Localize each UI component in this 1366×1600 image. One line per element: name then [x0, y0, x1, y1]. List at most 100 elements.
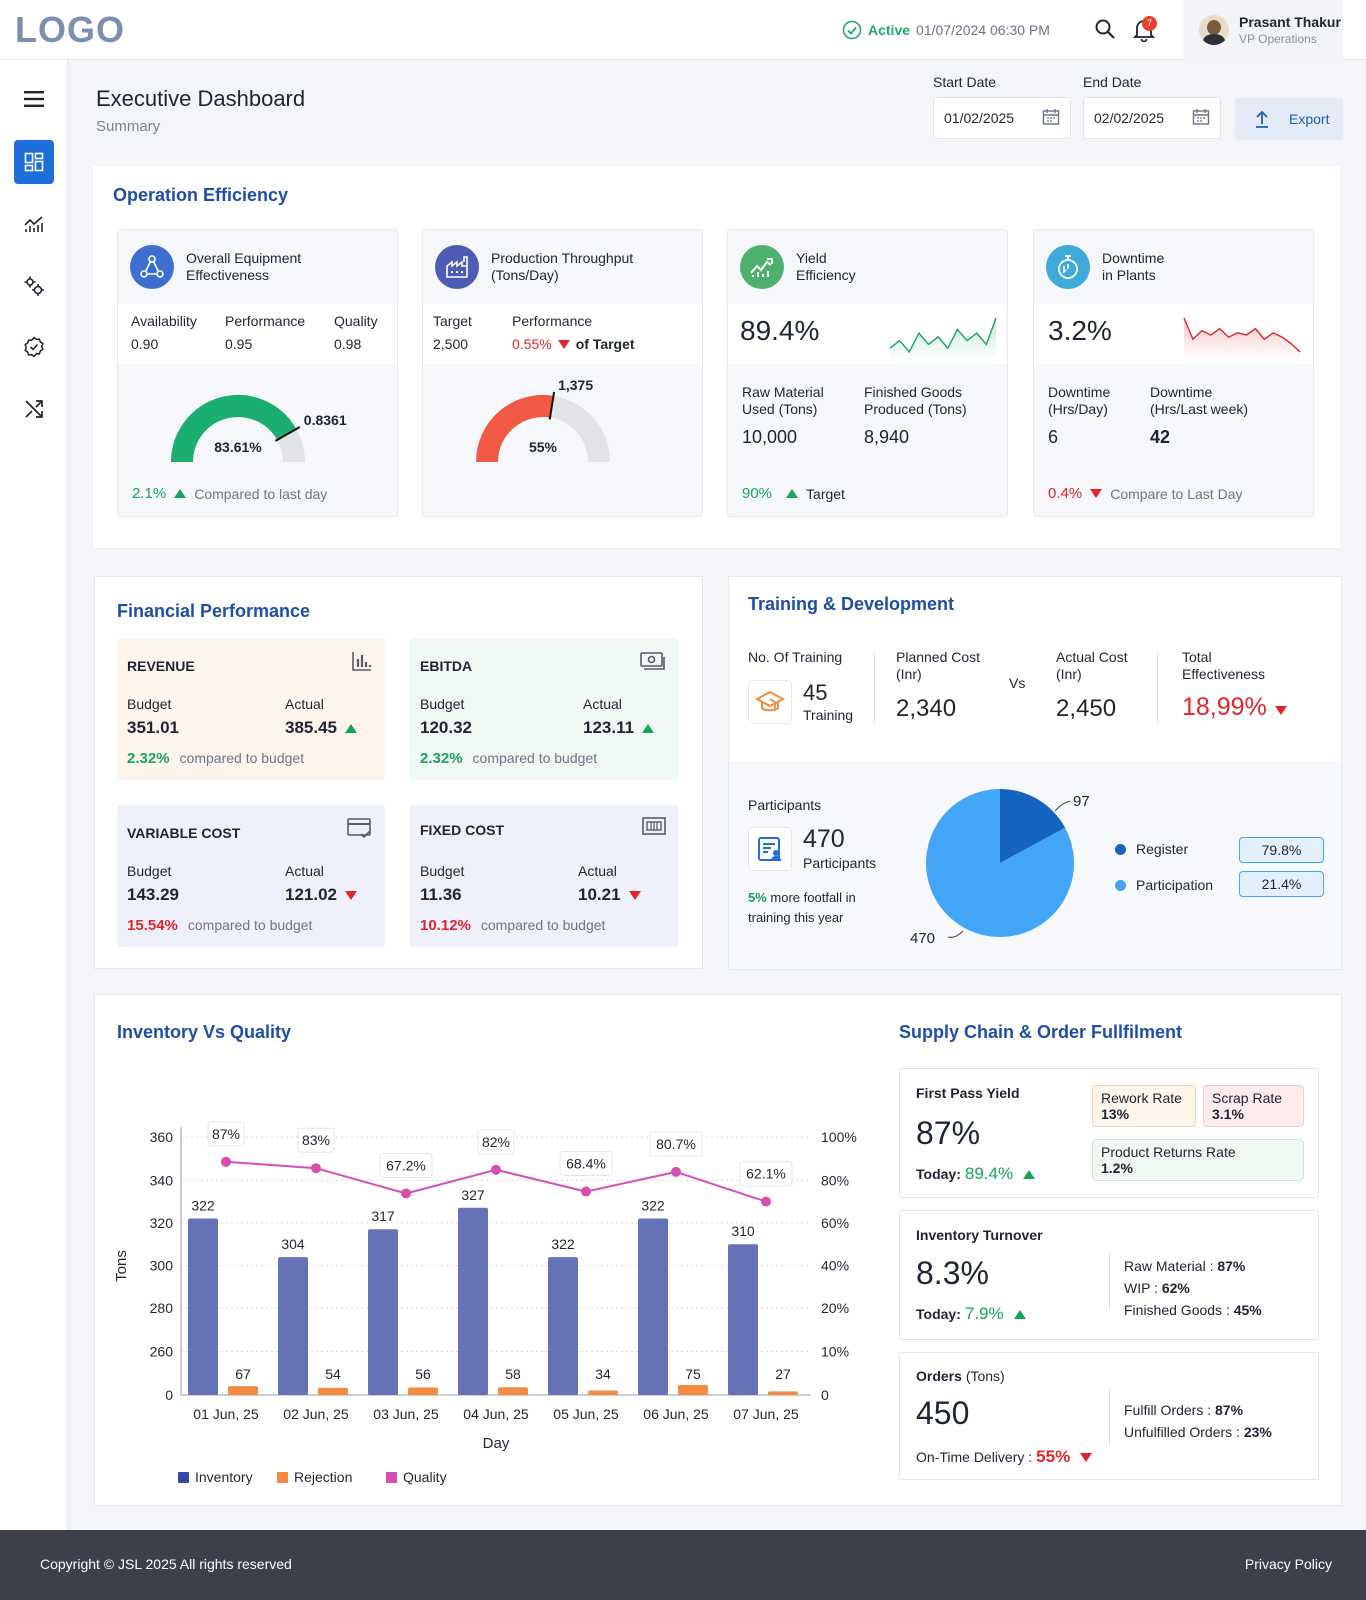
quality-label-box: [207, 1121, 245, 1147]
y2-tick-label: 0: [821, 1387, 829, 1403]
footfall-text-2: training this year: [748, 910, 844, 925]
unfulfill-label: Unfulfilled Orders :: [1124, 1424, 1244, 1440]
fpy-today-label: Today:: [916, 1166, 961, 1182]
status-indicator: Active 01/07/2024 06:30 PM: [842, 20, 1050, 40]
oee-card: Overall Equipment Effectiveness Availabil…: [117, 229, 398, 517]
arrow-down-icon: [1274, 706, 1287, 715]
oee-change: 2.1%: [132, 485, 167, 502]
menu-icon[interactable]: [14, 77, 54, 121]
copyright: Copyright © JSL 2025 All rights reserved: [40, 1556, 292, 1572]
cash-icon: [642, 817, 666, 835]
returns-pill: Product Returns Rate 1.2%: [1092, 1139, 1304, 1181]
inventory-bar-label: 322: [191, 1198, 215, 1214]
arrow-down-icon: [1080, 1452, 1093, 1462]
dashboard-icon[interactable]: [14, 140, 54, 184]
analytics-icon[interactable]: [14, 202, 54, 246]
end-date-input[interactable]: 02/02/2025: [1083, 97, 1221, 139]
privacy-policy-link[interactable]: Privacy Policy: [1244, 1556, 1332, 1572]
bar-chart-icon: [352, 652, 372, 671]
calendar-icon[interactable]: [1192, 108, 1210, 126]
quality-point-label: 87%: [212, 1126, 240, 1142]
calendar-icon[interactable]: [1042, 108, 1060, 126]
revenue-actual-label: Actual: [285, 696, 324, 712]
y2-tick-label: 40%: [821, 1257, 849, 1273]
y-tick-label: 360: [150, 1129, 174, 1145]
search-icon[interactable]: [1094, 18, 1116, 40]
downtime-day-value: 6: [1048, 427, 1059, 447]
quality-point-label: 80.7%: [656, 1136, 696, 1152]
inventory-bar-label: 327: [461, 1187, 485, 1203]
inventory-turnover-box: Inventory Turnover 8.3% Today: 7.9% Raw …: [899, 1210, 1319, 1340]
throughput-gauge: 1,375 55%: [476, 377, 610, 463]
wip-value: 62%: [1161, 1280, 1190, 1296]
user-menu[interactable]: Prasant Thakur VP Operations: [1183, 0, 1343, 60]
legend-quality: Quality: [403, 1469, 447, 1485]
scrap-value: 3.1%: [1212, 1106, 1244, 1122]
pie-slice-register: [926, 789, 1074, 937]
quality-label-box: [379, 1152, 433, 1178]
otd-value: 55%: [1036, 1447, 1071, 1466]
quality-point: [311, 1163, 321, 1174]
pie-leader-97: [1054, 800, 1071, 812]
rejection-bar: [318, 1387, 348, 1395]
sparkline-line: [1183, 317, 1301, 353]
fg-value: 45%: [1233, 1302, 1262, 1318]
inventory-bar-label: 322: [551, 1236, 575, 1252]
logo: LOGO: [15, 9, 125, 50]
variable-cost-budget-label: Budget: [127, 863, 172, 879]
quality-label-box: [559, 1151, 613, 1177]
returns-label: Product Returns Rate: [1101, 1144, 1236, 1160]
verified-icon[interactable]: [14, 325, 54, 369]
gauge-marker: [274, 426, 301, 442]
raw-value: 87%: [1217, 1258, 1246, 1274]
financial-title: Financial Performance: [117, 601, 311, 621]
actual-cost-label-1: Actual Cost: [1056, 649, 1128, 665]
rejection-bar: [498, 1387, 528, 1395]
start-date-input[interactable]: 01/02/2025: [933, 97, 1071, 139]
orders-unit: (Tons): [965, 1368, 1005, 1384]
training-title: Training & Development: [748, 594, 955, 614]
throughput-title-line1: Production Throughput: [491, 250, 634, 266]
inventory-bar-label: 322: [641, 1198, 665, 1214]
gauge-value-label: 55%: [529, 439, 558, 455]
availability-label: Availability: [131, 313, 197, 329]
x-tick-label: 06 Jun, 25: [643, 1406, 709, 1422]
inventory-bar: [368, 1229, 398, 1395]
arrow-up-icon: [1023, 1169, 1036, 1179]
inventory-bar: [728, 1244, 758, 1395]
stopwatch-icon: [1046, 245, 1090, 289]
inventory-bar: [188, 1218, 218, 1395]
orders-value: 450: [916, 1395, 970, 1431]
quality-label: Quality: [334, 313, 378, 329]
export-button[interactable]: Export: [1235, 98, 1343, 140]
throughput-performance-suffix: of Target: [575, 336, 635, 352]
unfulfill-value: 23%: [1243, 1424, 1272, 1440]
rework-value: 13%: [1101, 1106, 1130, 1122]
start-date-value: 01/02/2025: [944, 110, 1015, 126]
finished-goods-label-1: Finished Goods: [864, 384, 963, 400]
inventory-bar: [638, 1218, 668, 1395]
factory-icon: [435, 245, 479, 289]
fixed-cost-change: 10.12%: [420, 917, 471, 934]
returns-value: 1.2%: [1101, 1160, 1133, 1176]
sparkline-area: [890, 318, 996, 360]
quality-label-box: [477, 1129, 515, 1155]
end-date-label: End Date: [1083, 74, 1142, 90]
settings-gears-icon[interactable]: [14, 264, 54, 308]
y-tick-label: 280: [150, 1300, 174, 1316]
planned-cost-label-1: Planned Cost: [896, 649, 981, 665]
revenue-change: 2.32%: [127, 750, 170, 767]
downtime-day-label-2: (Hrs/Day): [1048, 401, 1108, 417]
y2-tick-label: 80%: [821, 1173, 849, 1189]
orders-label: Orders: [916, 1368, 962, 1384]
y-axis-label: Tons: [113, 1250, 130, 1282]
revenue-budget-label: Budget: [127, 696, 172, 712]
actual-cost-label-2: (Inr): [1056, 666, 1082, 682]
finished-goods-value: 8,940: [864, 427, 910, 447]
fixed-cost-budget: 11.36: [420, 885, 462, 904]
inventory-title: Inventory Vs Quality: [117, 1022, 292, 1042]
register-legend-dot: [1115, 843, 1126, 855]
upload-icon: [1256, 110, 1268, 128]
shuffle-icon[interactable]: [14, 387, 54, 431]
x-tick-label: 07 Jun, 25: [733, 1406, 799, 1422]
